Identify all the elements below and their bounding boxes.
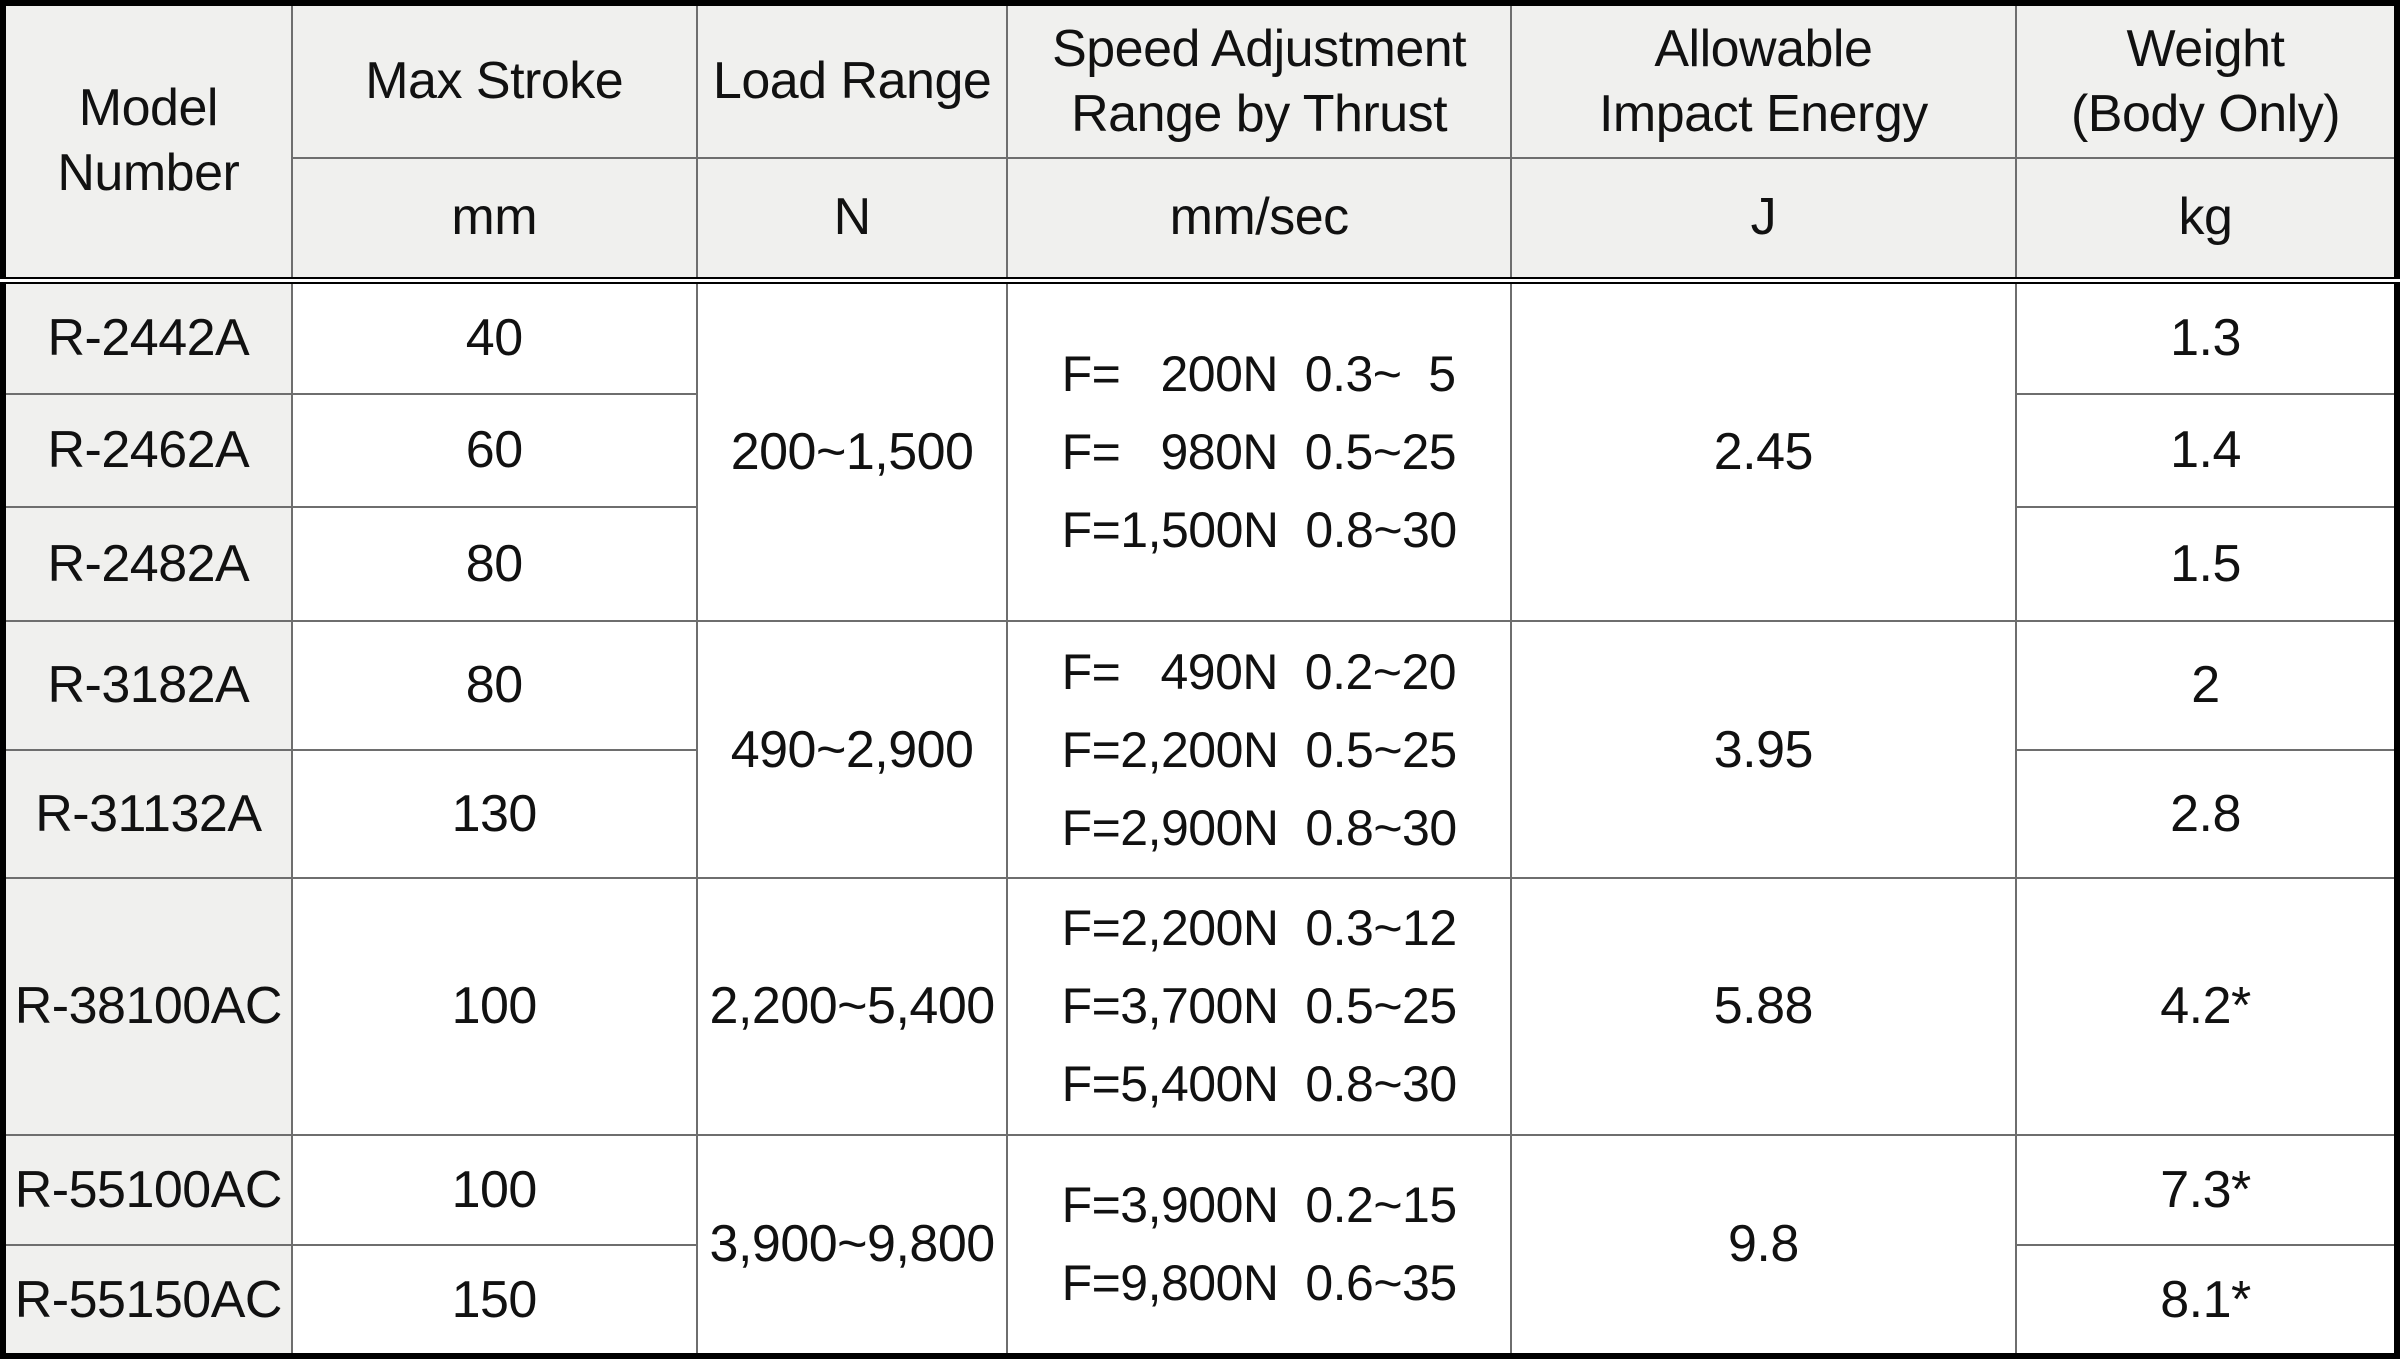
model-cell: R-38100AC [2,877,293,1136]
weight-cell: 2.8 [2015,748,2398,880]
max-stroke-cell: 80 [290,619,698,751]
speed-line: F=2,200N 0.3~12 [1061,900,1458,957]
table-row: R-55150AC 150 8.1* [2,1244,2398,1357]
table-row: R-3182A 80 490~2,900 F= 490N 0.2~20 F=2,200N… [2,619,2398,880]
max-stroke-cell: 80 [290,506,698,622]
weight-cell: 1.3 [2015,279,2398,395]
load-range-cell: 490~2,900 [695,619,1009,880]
weight-cell: 2 [2015,619,2398,751]
model-cell: R-2462A [2,392,293,509]
weight-cell: 7.3* [2015,1133,2398,1247]
weight-cell: 1.5 [2015,506,2398,622]
speed-line: F= 980N 0.5~25 [1061,423,1457,480]
speed-line: F= 200N 0.3~ 5 [1061,345,1457,402]
unit-load-range: N [695,157,1009,284]
weight-cell: 4.2* [2015,877,2398,1136]
table-row: R-2462A 60 1.4 [2,392,2398,509]
weight-cell: 1.4 [2015,392,2398,509]
speed-block: F= 200N 0.3~ 5 F= 980N 0.5~25 F=1,500N 0.8… [1061,335,1458,569]
model-cell: R-3182A [2,619,293,751]
table-row: R-55100AC 100 3,900~9,800 F=3,900N 0.2~15 F=… [2,1133,2398,1358]
model-cell: R-2482A [2,506,293,622]
speed-adjustment-cell: F=3,900N 0.2~15 F=9,800N 0.6~35 [1006,1133,1512,1358]
impact-energy-cell: 2.45 [1509,279,2018,622]
table-header: Model Number Max Stroke Load Range Speed… [2,2,2398,284]
unit-speed-adjustment: mm/sec [1006,157,1512,284]
table-row: R-31132A 130 2.8 [2,748,2398,880]
load-range-cell: 200~1,500 [695,279,1009,622]
header-load-range: Load Range [695,2,1009,159]
max-stroke-cell: 100 [290,877,698,1136]
load-range-cell: 3,900~9,800 [695,1133,1009,1358]
speed-line: F=9,800N 0.6~35 [1061,1255,1458,1312]
header-allowable-impact-energy: Allowable Impact Energy [1509,2,2018,159]
speed-line: F=3,700N 0.5~25 [1061,978,1458,1035]
max-stroke-cell: 60 [290,392,698,509]
header-speed-adjustment: Speed Adjustment Range by Thrust [1006,2,1512,159]
load-range-cell: 2,200~5,400 [695,877,1009,1136]
max-stroke-cell: 40 [290,279,698,395]
model-cell: R-55100AC [2,1133,293,1247]
speed-block: F=2,200N 0.3~12 F=3,700N 0.5~25 F=5,400N 0… [1061,889,1458,1123]
header-model-number: Model Number [2,2,293,284]
speed-line: F=3,900N 0.2~15 [1061,1177,1458,1234]
model-cell: R-55150AC [2,1244,293,1357]
speed-adjustment-cell: F= 490N 0.2~20 F=2,200N 0.5~25 F=2,900N 0.… [1006,619,1512,880]
speed-block: F=3,900N 0.2~15 F=9,800N 0.6~35 [1061,1166,1458,1322]
header-unit-row: mm N mm/sec J kg [3,157,2398,284]
table-row: R-38100AC 100 2,200~5,400 F=2,200N 0.3~12 F=… [2,877,2398,1136]
max-stroke-cell: 130 [290,748,698,880]
unit-max-stroke: mm [290,157,698,284]
speed-line: F= 490N 0.2~20 [1061,643,1457,700]
weight-cell: 8.1* [2015,1244,2398,1357]
header-max-stroke: Max Stroke [290,2,698,159]
header-title-row: Model Number Max Stroke Load Range Speed… [2,2,2398,284]
impact-energy-cell: 9.8 [1509,1133,2018,1358]
unit-impact-energy: J [1509,157,2018,284]
speed-adjustment-cell: F= 200N 0.3~ 5 F= 980N 0.5~25 F=1,500N 0.8… [1006,279,1512,622]
unit-weight: kg [2015,157,2398,284]
table-body: R-2442A 40 200~1,500 F= 200N 0.3~ 5 F= 980N … [2,279,2398,1358]
impact-energy-cell: 3.95 [1509,619,2018,880]
model-cell: R-31132A [2,748,293,880]
impact-energy-cell: 5.88 [1509,877,2018,1136]
table-row: R-2442A 40 200~1,500 F= 200N 0.3~ 5 F= 980N … [2,279,2398,622]
max-stroke-cell: 150 [290,1244,698,1357]
header-weight: Weight (Body Only) [2015,2,2398,159]
speed-adjustment-cell: F=2,200N 0.3~12 F=3,700N 0.5~25 F=5,400N 0… [1006,877,1512,1136]
model-cell: R-2442A [2,279,293,395]
speed-line: F=5,400N 0.8~30 [1061,1056,1458,1113]
speed-line: F=2,200N 0.5~25 [1061,721,1458,778]
table-row: R-2482A 80 1.5 [2,506,2398,622]
speed-block: F= 490N 0.2~20 F=2,200N 0.5~25 F=2,900N 0.… [1061,633,1458,867]
speed-line: F=1,500N 0.8~30 [1061,501,1458,558]
max-stroke-cell: 100 [290,1133,698,1247]
speed-line: F=2,900N 0.8~30 [1061,799,1458,856]
